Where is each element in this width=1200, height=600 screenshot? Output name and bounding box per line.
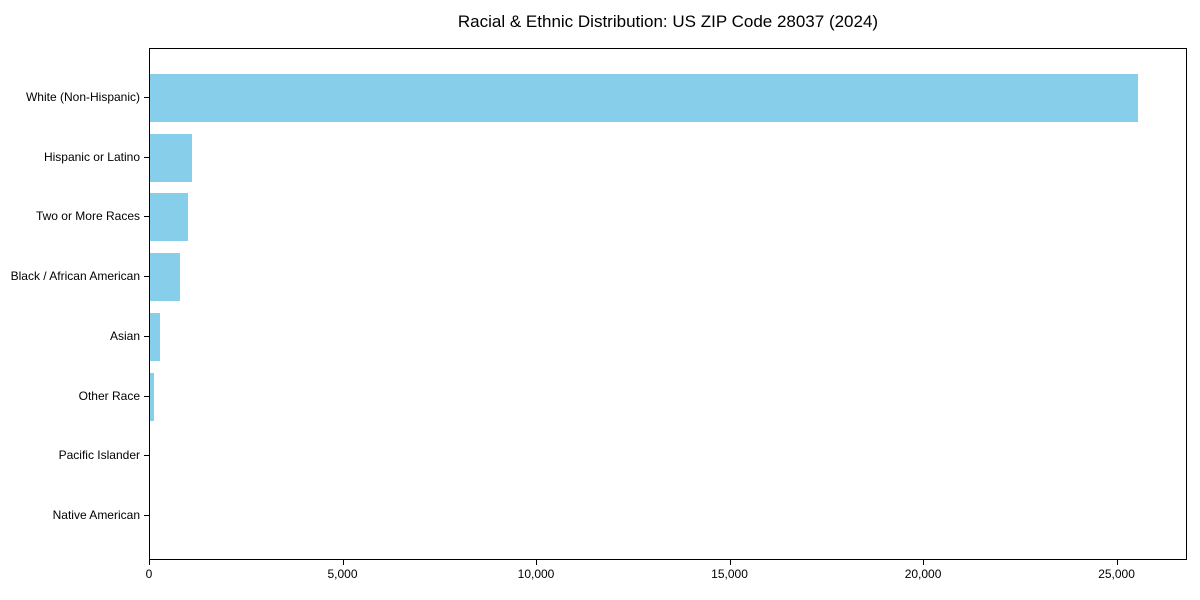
chart-title: Racial & Ethnic Distribution: US ZIP Cod… [457, 12, 879, 31]
y-tick-mark [144, 395, 149, 397]
y-tick-label-other-race: Other Race [78, 388, 140, 403]
bar-hispanic-or-latino [150, 133, 192, 182]
x-tick-mark [536, 560, 538, 565]
bar-two-or-more-races [150, 193, 188, 242]
x-tick-label-0: 0 [145, 567, 153, 581]
y-tick-label-two-or-more-races: Two or More Races [35, 209, 140, 224]
x-tick-mark [1116, 560, 1118, 565]
x-tick-label-10-000: 10,000 [517, 567, 555, 581]
bar-other-race [150, 372, 155, 421]
y-tick-label-hispanic-or-latino: Hispanic or Latino [43, 149, 140, 164]
y-tick-label-black-african-american: Black / African American [10, 269, 140, 284]
y-tick-label-asian: Asian [109, 328, 140, 343]
x-tick-mark [923, 560, 925, 565]
x-tick-label-20-000: 20,000 [904, 567, 942, 581]
y-tick-label-white-non-hispanic: White (Non-Hispanic) [25, 90, 140, 104]
y-tick-mark [144, 97, 149, 98]
y-tick-mark [144, 156, 149, 158]
plot-area [149, 48, 1187, 560]
bar-asian [150, 312, 161, 361]
x-tick-label-25-000: 25,000 [1098, 567, 1135, 581]
bar-black-african-american [150, 253, 181, 302]
y-tick-label-native-american: Native American [52, 507, 140, 522]
y-tick-label-pacific-islander: Pacific Islander [58, 448, 140, 463]
x-tick-mark [729, 560, 731, 565]
y-tick-mark [144, 514, 149, 516]
x-tick-mark [149, 560, 150, 565]
y-tick-mark [144, 335, 149, 337]
x-tick-mark [342, 560, 344, 565]
x-tick-label-5-000: 5,000 [327, 567, 358, 581]
x-tick-label-15-000: 15,000 [711, 567, 748, 581]
bars-layer [150, 49, 1186, 559]
bar-white-non-hispanic [150, 74, 1139, 122]
y-tick-mark [144, 216, 149, 218]
y-tick-mark [144, 276, 149, 278]
y-tick-mark [144, 455, 149, 457]
